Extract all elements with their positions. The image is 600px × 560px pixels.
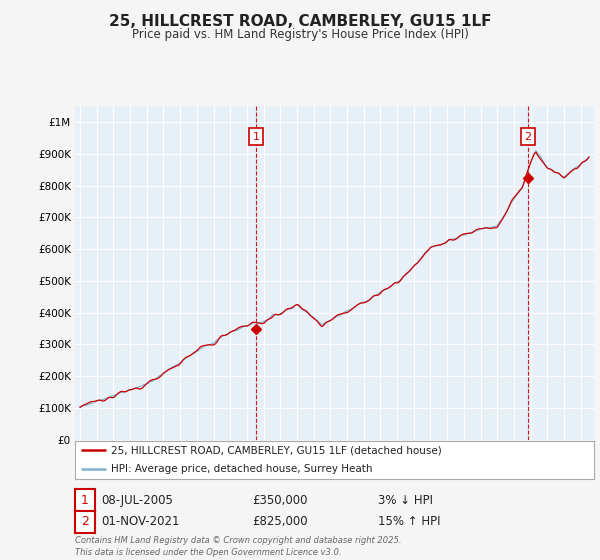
Text: Contains HM Land Registry data © Crown copyright and database right 2025.
This d: Contains HM Land Registry data © Crown c… <box>75 536 401 557</box>
Text: Price paid vs. HM Land Registry's House Price Index (HPI): Price paid vs. HM Land Registry's House … <box>131 28 469 41</box>
Text: £825,000: £825,000 <box>252 515 308 529</box>
Text: 01-NOV-2021: 01-NOV-2021 <box>101 515 179 529</box>
Text: 2: 2 <box>81 515 89 529</box>
Text: HPI: Average price, detached house, Surrey Heath: HPI: Average price, detached house, Surr… <box>112 464 373 474</box>
Text: 3% ↓ HPI: 3% ↓ HPI <box>378 493 433 507</box>
Text: 1: 1 <box>253 132 259 142</box>
Text: 15% ↑ HPI: 15% ↑ HPI <box>378 515 440 529</box>
Text: £350,000: £350,000 <box>252 493 308 507</box>
Text: 1: 1 <box>81 493 89 507</box>
Text: 25, HILLCREST ROAD, CAMBERLEY, GU15 1LF (detached house): 25, HILLCREST ROAD, CAMBERLEY, GU15 1LF … <box>112 445 442 455</box>
Text: 25, HILLCREST ROAD, CAMBERLEY, GU15 1LF: 25, HILLCREST ROAD, CAMBERLEY, GU15 1LF <box>109 14 491 29</box>
Text: 08-JUL-2005: 08-JUL-2005 <box>101 493 173 507</box>
Text: 2: 2 <box>524 132 532 142</box>
